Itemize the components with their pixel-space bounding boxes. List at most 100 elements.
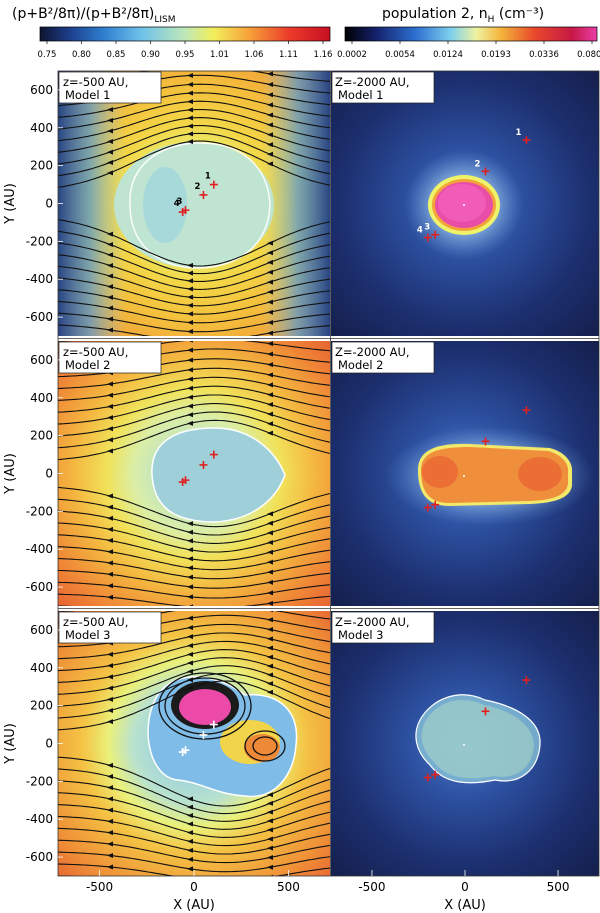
flow-arrow xyxy=(267,627,273,633)
streamline xyxy=(58,510,330,544)
x-axis-label: X (AU) xyxy=(173,898,215,913)
flow-arrow xyxy=(187,521,193,527)
streamline xyxy=(58,403,330,437)
flow-arrow xyxy=(107,818,113,824)
panel-label-a: z=-500 AU, Model 1 xyxy=(58,71,162,104)
streamline xyxy=(58,756,330,807)
flow-arrow xyxy=(267,540,273,546)
flow-arrow xyxy=(107,415,113,421)
flow-arrow xyxy=(187,403,193,409)
streamline xyxy=(58,534,330,562)
streamline xyxy=(58,815,330,847)
streamline xyxy=(58,125,330,165)
flow-arrow xyxy=(187,286,193,292)
colorbar-tick-label: 0.0193 xyxy=(481,50,511,60)
flow-arrow xyxy=(269,611,273,613)
colorbar-tick-label: 0.90 xyxy=(141,50,160,60)
flow-arrow xyxy=(267,530,273,536)
flow-arrow xyxy=(187,270,193,276)
flow-arrow xyxy=(267,792,273,798)
sample-point-marker xyxy=(178,748,187,757)
panel-pressure-model-3 xyxy=(58,611,330,876)
y-tick-label: -200 xyxy=(26,234,53,248)
colorbar-density: population 2, nH (cm⁻³) 0.0002 0.0054 0.01… xyxy=(337,6,600,60)
sample-point-marker xyxy=(199,730,208,739)
flow-arrow xyxy=(267,92,273,98)
flow-arrow xyxy=(107,830,113,836)
flow-arrow xyxy=(107,515,113,521)
streamlines xyxy=(58,64,330,336)
flow-arrow xyxy=(107,117,113,123)
svg-text:Model 1: Model 1 xyxy=(338,88,384,102)
sample-point-marker xyxy=(423,773,432,782)
flow-arrow xyxy=(187,311,193,317)
streamline xyxy=(58,768,330,815)
flow-arrow xyxy=(107,170,113,176)
svg-text:Z=-2000 AU,: Z=-2000 AU, xyxy=(335,615,410,629)
streamline xyxy=(58,593,330,606)
streamline xyxy=(58,140,330,188)
sample-point-marker xyxy=(481,707,490,716)
y-tick-label: 0 xyxy=(45,467,53,481)
flow-arrow xyxy=(267,259,273,265)
sample-point-label: 4 xyxy=(417,226,423,236)
flow-arrow xyxy=(107,663,113,669)
colorbar-density-gradient xyxy=(344,26,598,42)
streamline xyxy=(58,411,330,449)
flow-arrow xyxy=(187,131,193,137)
colorbar-pressure: (p+B²/8π)/(p+B²/8π)LISM 0.75 0.80 0.85 0.90… xyxy=(12,6,332,60)
flow-arrow xyxy=(267,411,273,417)
sample-point-marker xyxy=(431,230,440,239)
y-tick-label: 0 xyxy=(45,197,53,211)
y-tick-label: 600 xyxy=(30,623,53,637)
flow-arrow xyxy=(267,102,273,108)
x-tick-label: 500 xyxy=(547,880,570,894)
colorbar-pressure-ticks: 0.75 0.80 0.85 0.90 0.95 1.01 1.06 1.11 1.16 xyxy=(38,41,332,60)
flow-arrow xyxy=(267,151,273,157)
flow-arrow xyxy=(187,420,193,426)
flow-arrow xyxy=(267,681,273,687)
colorbar-pressure-gradient xyxy=(39,26,331,42)
y-tick-label: -200 xyxy=(26,504,53,518)
flow-arrow xyxy=(107,252,113,258)
flow-arrow xyxy=(187,328,193,334)
flow-arrow xyxy=(267,401,273,407)
flow-arrow xyxy=(187,394,193,400)
flow-arrow xyxy=(267,663,273,669)
streamline xyxy=(58,665,330,707)
streamline xyxy=(58,649,330,683)
flow-arrow xyxy=(187,651,193,657)
flow-arrow xyxy=(267,372,273,378)
flow-arrow xyxy=(107,160,113,166)
streamline xyxy=(58,546,330,571)
sample-point-label: 3 xyxy=(177,197,183,207)
streamline xyxy=(58,242,330,282)
flow-arrow xyxy=(187,866,193,872)
flow-arrow xyxy=(187,64,193,69)
flow-arrow xyxy=(188,604,193,606)
svg-text:Model 1: Model 1 xyxy=(65,88,111,102)
y-tick-label: 400 xyxy=(30,661,53,675)
y-tick-label: -600 xyxy=(26,580,53,594)
colorbar-tick-label: 0.0054 xyxy=(385,50,415,60)
flow-arrow xyxy=(187,73,193,79)
sample-point-marker xyxy=(423,503,432,512)
streamline xyxy=(58,324,330,336)
y-tick-label: -400 xyxy=(26,812,53,826)
flow-arrow xyxy=(187,565,193,571)
panel-label-e: z=-500 AU, Model 3 xyxy=(58,611,162,644)
flow-arrow xyxy=(107,262,113,268)
y-axis-label: Y (AU) xyxy=(3,723,18,765)
flow-arrow xyxy=(267,330,273,336)
panel-label-b: Z=-2000 AU, Model 1 xyxy=(331,71,435,104)
streamline xyxy=(58,367,330,390)
flow-arrow xyxy=(187,99,193,105)
flow-arrow xyxy=(107,719,113,725)
flow-arrow xyxy=(107,426,113,432)
streamline xyxy=(58,289,330,315)
contour-line xyxy=(147,676,298,798)
flow-arrow xyxy=(107,392,113,398)
flow-arrow xyxy=(267,112,273,118)
svg-text:Model 2: Model 2 xyxy=(65,358,111,372)
